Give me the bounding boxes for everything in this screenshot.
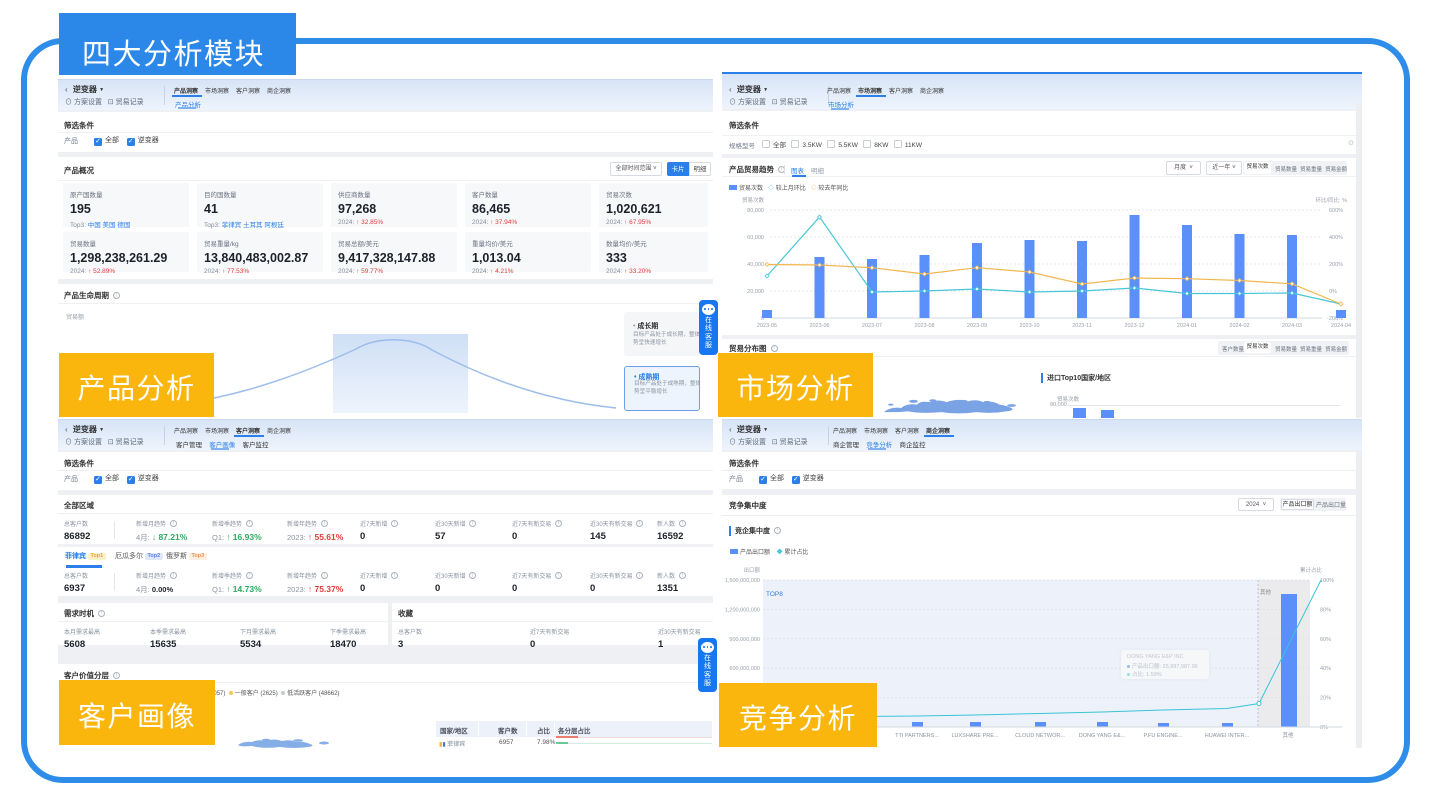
svg-text:400%: 400% xyxy=(1329,235,1343,241)
svg-text:900,000,000: 900,000,000 xyxy=(729,637,760,643)
svg-text:20,000: 20,000 xyxy=(747,289,764,295)
svg-text:-200%: -200% xyxy=(1327,316,1343,322)
svg-text:累计占比: 累计占比 xyxy=(1300,566,1323,574)
svg-text:2024-02: 2024-02 xyxy=(1229,323,1249,329)
svg-text:TOP8: TOP8 xyxy=(766,591,783,598)
svg-text:2023-08: 2023-08 xyxy=(914,323,934,329)
svg-text:贸易次数: 贸易次数 xyxy=(742,196,765,204)
svg-text:60%: 60% xyxy=(1320,637,1331,643)
svg-text:1,200,000,000: 1,200,000,000 xyxy=(725,607,760,613)
svg-text:2023-09: 2023-09 xyxy=(967,323,987,329)
svg-text:600,000,000: 600,000,000 xyxy=(729,666,760,672)
svg-text:2023-07: 2023-07 xyxy=(862,323,882,329)
svg-text:0: 0 xyxy=(761,316,764,322)
svg-text:LUXSHARE PRE...: LUXSHARE PRE... xyxy=(951,733,999,739)
svg-text:2024-01: 2024-01 xyxy=(1177,323,1197,329)
svg-text:100%: 100% xyxy=(1320,578,1334,584)
svg-text:2024-04: 2024-04 xyxy=(1331,323,1351,329)
svg-text:2024-03: 2024-03 xyxy=(1282,323,1302,329)
svg-text:DONG YANG E&...: DONG YANG E&... xyxy=(1079,733,1126,739)
svg-text:HUAWEI INTER...: HUAWEI INTER... xyxy=(1205,733,1250,739)
svg-text:0%: 0% xyxy=(1320,725,1328,731)
svg-text:80%: 80% xyxy=(1320,607,1331,613)
svg-text:40%: 40% xyxy=(1320,666,1331,672)
svg-text:2023-10: 2023-10 xyxy=(1019,323,1039,329)
svg-text:60,000: 60,000 xyxy=(747,235,764,241)
svg-text:其他: 其他 xyxy=(1260,588,1272,596)
svg-text:环比/同比: %: 环比/同比: % xyxy=(1316,196,1348,204)
svg-text:2023-06: 2023-06 xyxy=(809,323,829,329)
svg-text:1,500,000,000: 1,500,000,000 xyxy=(725,578,760,584)
svg-text:出口额: 出口额 xyxy=(743,566,760,574)
svg-text:0%: 0% xyxy=(1329,289,1337,295)
svg-text:P.FU ENGINE...: P.FU ENGINE... xyxy=(1143,733,1182,739)
svg-text:40,000: 40,000 xyxy=(747,262,764,268)
svg-text:200%: 200% xyxy=(1329,262,1343,268)
svg-text:CLOUD NETWOR...: CLOUD NETWOR... xyxy=(1015,733,1065,739)
svg-text:TTI PARTNERS...: TTI PARTNERS... xyxy=(895,733,939,739)
svg-text:2023-05: 2023-05 xyxy=(757,323,777,329)
svg-text:其他: 其他 xyxy=(1282,731,1294,739)
svg-text:2023-11: 2023-11 xyxy=(1072,323,1092,329)
svg-text:2023-12: 2023-12 xyxy=(1124,323,1144,329)
svg-text:20%: 20% xyxy=(1320,696,1331,702)
svg-text:600%: 600% xyxy=(1329,208,1343,214)
svg-text:80,000: 80,000 xyxy=(747,208,764,214)
